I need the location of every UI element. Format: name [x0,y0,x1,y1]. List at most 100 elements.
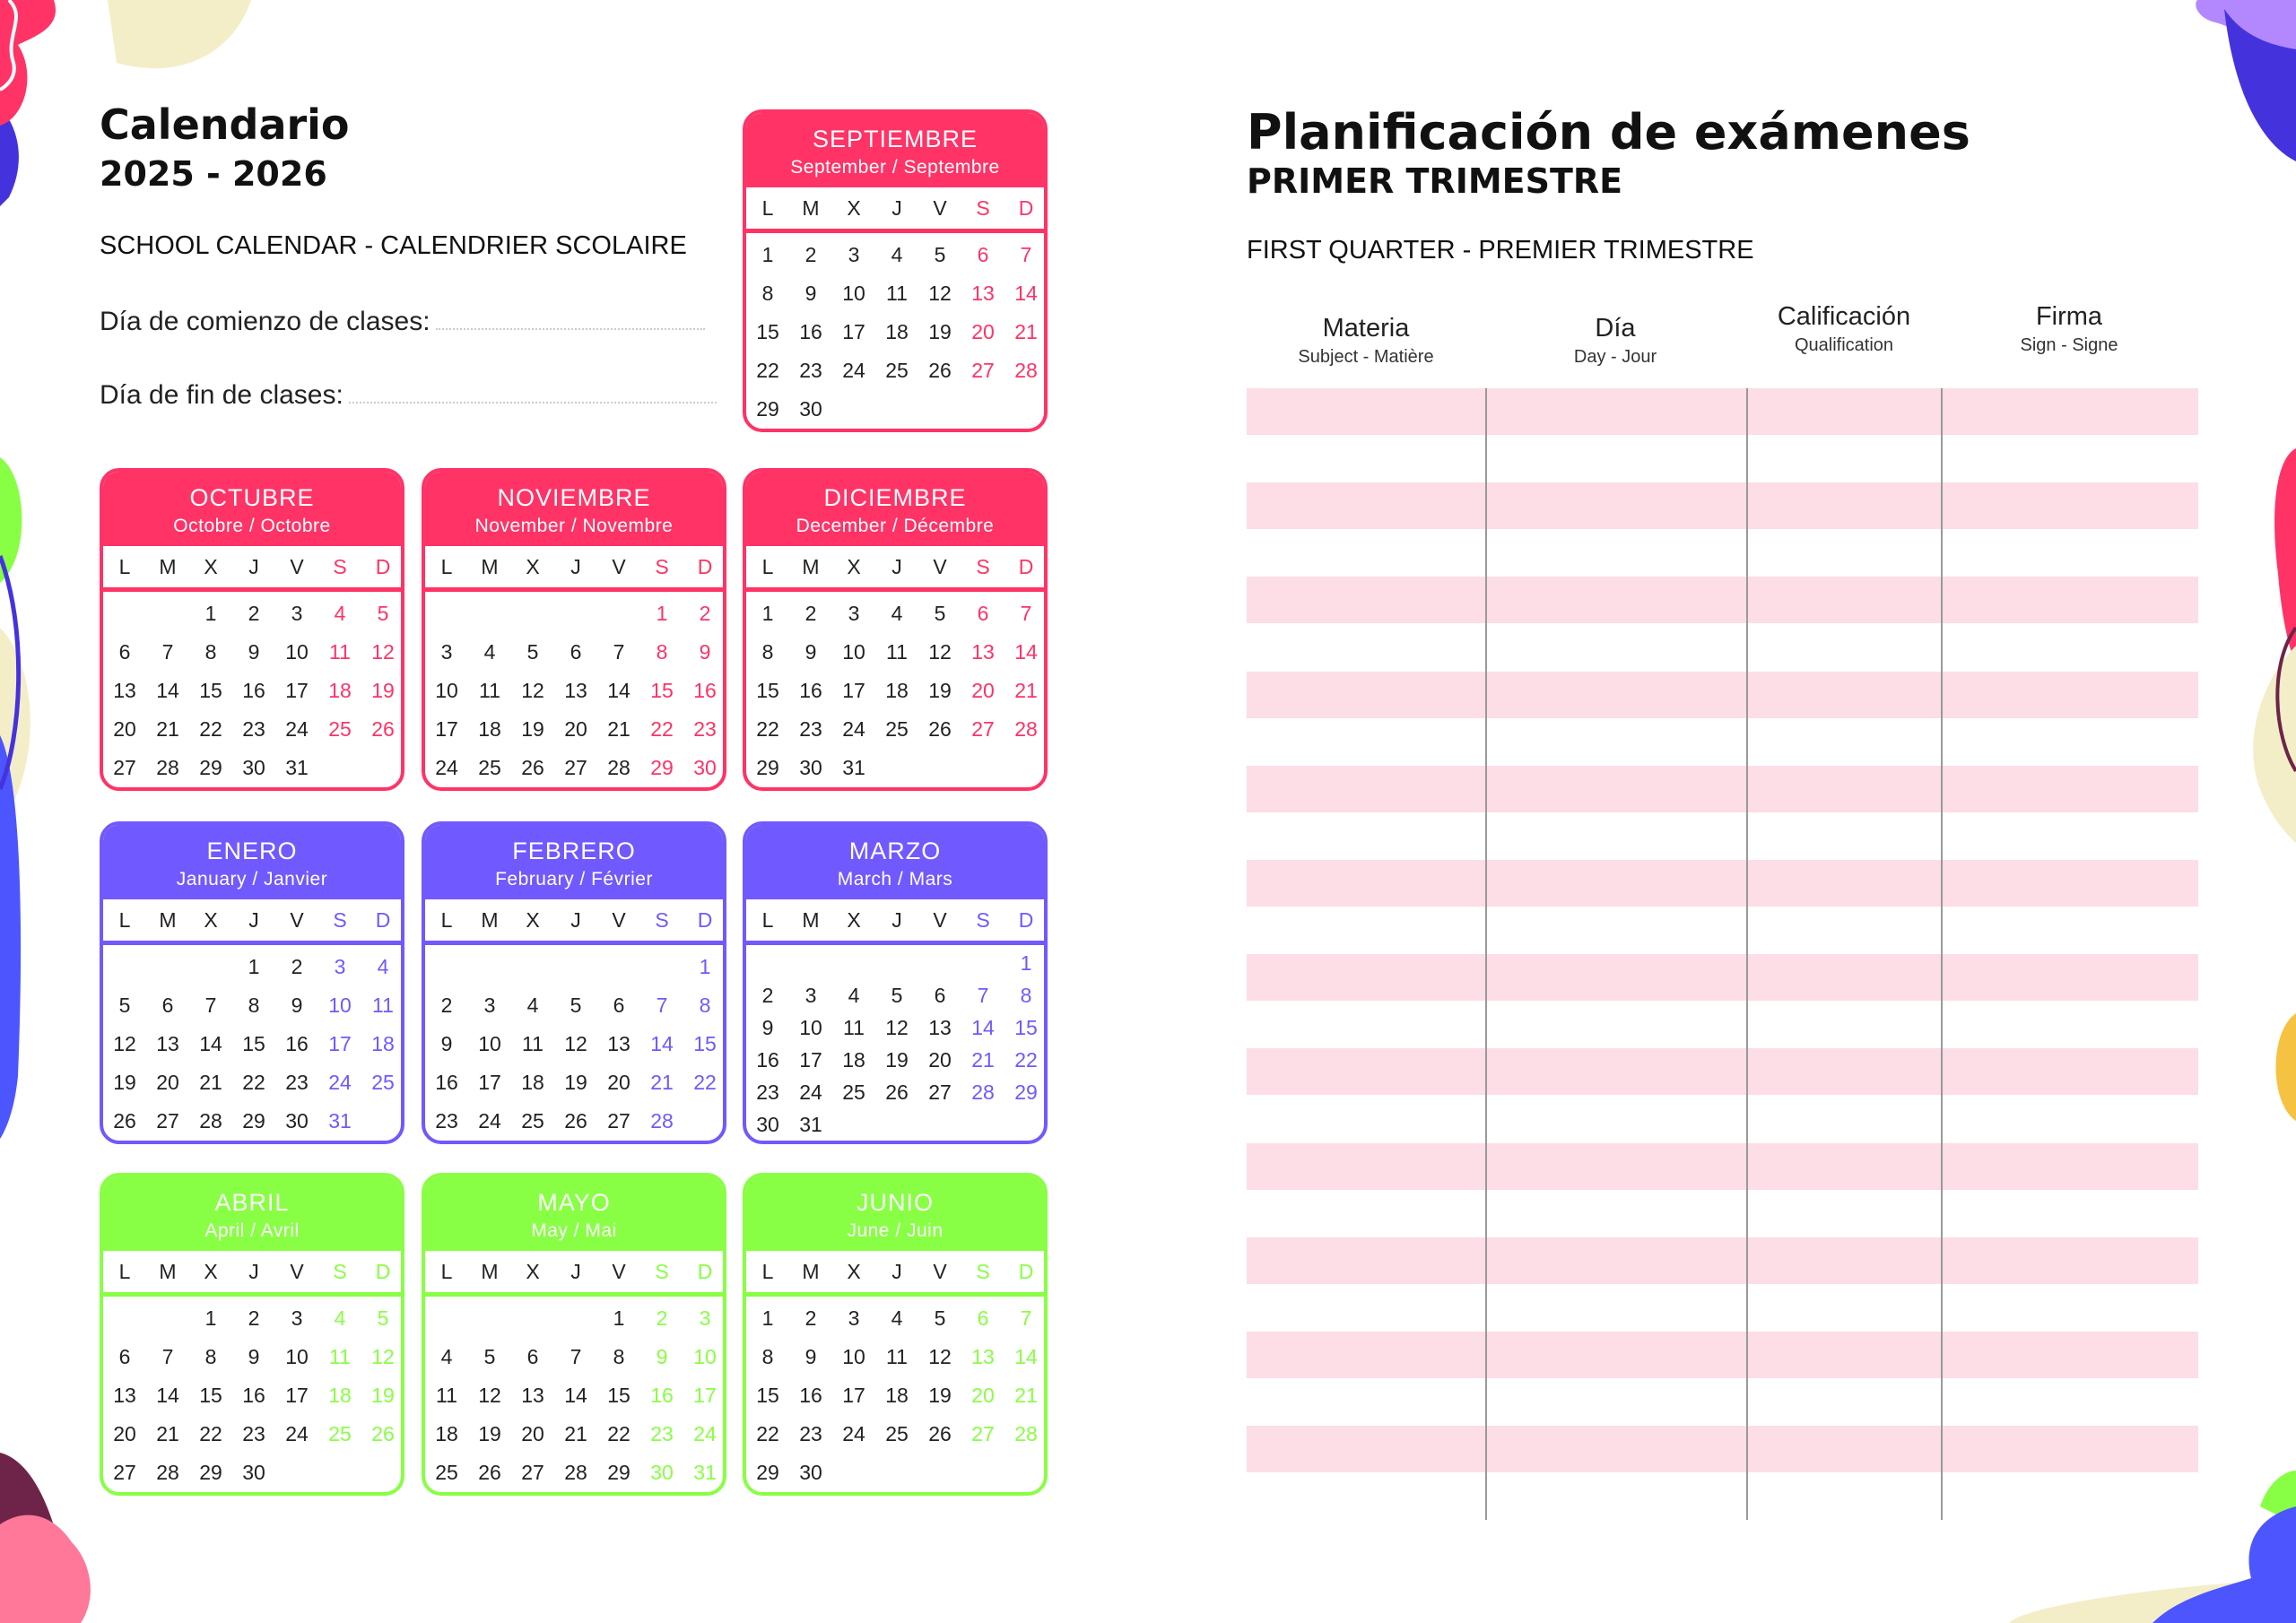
day-cell[interactable]: 13 [971,640,995,664]
day-cell[interactable]: 4 [483,640,496,664]
day-cell[interactable]: 25 [371,1071,395,1094]
day-cell[interactable]: 7 [1020,1306,1032,1330]
day-cell[interactable]: 6 [977,243,989,266]
day-cell[interactable]: 12 [928,282,952,305]
day-cell[interactable]: 27 [928,1080,952,1104]
day-cell[interactable]: 17 [842,320,865,343]
day-cell[interactable]: 6 [613,994,625,1017]
day-cell[interactable]: 8 [1020,984,1032,1008]
day-cell[interactable]: 28 [971,1080,995,1104]
day-cell[interactable]: 4 [377,955,389,978]
day-cell[interactable]: 27 [607,1109,631,1133]
day-cell[interactable]: 30 [756,1112,779,1136]
day-cell[interactable]: 5 [377,1306,389,1330]
day-cell[interactable]: 6 [526,1345,539,1368]
day-cell[interactable]: 15 [199,679,222,702]
day-cell[interactable]: 17 [285,679,309,702]
table-row[interactable] [1247,577,2198,624]
day-cell[interactable]: 23 [435,1109,458,1133]
day-cell[interactable]: 21 [607,717,631,741]
day-cell[interactable]: 23 [799,717,822,741]
day-cell[interactable]: 16 [242,1384,265,1407]
day-cell[interactable]: 13 [521,1384,544,1407]
day-cell[interactable]: 30 [799,397,822,421]
day-cell[interactable]: 6 [570,640,582,664]
day-cell[interactable]: 18 [842,1047,865,1072]
day-cell[interactable]: 26 [371,717,395,741]
day-cell[interactable]: 21 [1014,320,1038,343]
day-cell[interactable]: 16 [435,1071,458,1094]
day-cell[interactable]: 2 [291,955,303,978]
day-cell[interactable]: 29 [756,756,779,779]
day-cell[interactable]: 3 [699,1306,711,1330]
day-cell[interactable]: 9 [248,1345,260,1368]
day-cell[interactable]: 21 [156,717,179,741]
day-cell[interactable]: 10 [842,282,865,305]
day-cell[interactable]: 8 [204,640,217,664]
day-cell[interactable]: 2 [804,602,817,625]
day-cell[interactable]: 21 [564,1422,587,1445]
day-cell[interactable]: 3 [291,602,303,625]
day-cell[interactable]: 22 [756,359,779,382]
day-cell[interactable]: 29 [242,1109,265,1133]
day-cell[interactable]: 2 [804,243,817,266]
day-cell[interactable]: 9 [656,1345,668,1368]
day-cell[interactable]: 1 [761,1306,774,1330]
day-cell[interactable]: 20 [607,1071,631,1094]
day-cell[interactable]: 28 [156,756,179,779]
day-cell[interactable]: 23 [650,1422,674,1445]
day-cell[interactable]: 16 [756,1047,779,1072]
day-cell[interactable]: 8 [656,640,668,664]
day-cell[interactable]: 17 [328,1032,352,1055]
day-cell[interactable]: 14 [156,679,179,702]
day-cell[interactable]: 27 [113,756,136,779]
day-cell[interactable]: 9 [291,994,303,1017]
day-cell[interactable]: 11 [522,1032,544,1055]
day-cell[interactable]: 26 [928,717,952,741]
day-cell[interactable]: 22 [199,717,222,741]
day-cell[interactable]: 24 [285,717,309,741]
day-cell[interactable]: 29 [650,756,674,779]
day-cell[interactable]: 20 [113,1422,136,1445]
day-cell[interactable]: 19 [478,1422,501,1445]
day-cell[interactable]: 31 [842,756,865,779]
day-cell[interactable]: 16 [799,679,822,702]
table-row[interactable] [1247,671,2198,718]
day-cell[interactable]: 24 [328,1071,352,1094]
day-cell[interactable]: 28 [1014,717,1038,741]
day-cell[interactable]: 16 [650,1384,674,1407]
day-cell[interactable]: 2 [248,602,260,625]
day-cell[interactable]: 12 [478,1384,501,1407]
day-cell[interactable]: 23 [799,359,822,382]
day-cell[interactable]: 23 [285,1071,309,1094]
day-cell[interactable]: 1 [656,602,668,625]
day-cell[interactable]: 14 [1014,640,1038,664]
day-cell[interactable]: 9 [761,1016,774,1040]
day-cell[interactable]: 8 [613,1345,625,1368]
day-cell[interactable]: 4 [848,984,860,1008]
day-cell[interactable]: 16 [799,320,822,343]
day-cell[interactable]: 15 [199,1384,222,1407]
day-cell[interactable]: 13 [928,1016,952,1040]
day-cell[interactable]: 7 [1020,602,1032,625]
day-cell[interactable]: 20 [971,1384,995,1407]
day-cell[interactable]: 19 [928,320,952,343]
day-cell[interactable]: 27 [971,717,995,741]
day-cell[interactable]: 31 [693,1461,717,1484]
day-cell[interactable]: 30 [285,1109,309,1133]
day-cell[interactable]: 29 [1014,1080,1038,1104]
day-cell[interactable]: 25 [435,1461,458,1484]
day-cell[interactable]: 3 [804,984,817,1008]
day-cell[interactable]: 9 [440,1032,453,1055]
day-cell[interactable]: 14 [199,1032,222,1055]
day-cell[interactable]: 5 [526,640,539,664]
day-cell[interactable]: 7 [204,994,217,1017]
day-cell[interactable]: 14 [156,1384,179,1407]
day-cell[interactable]: 18 [328,679,352,702]
day-cell[interactable]: 3 [291,1306,303,1330]
day-cell[interactable]: 13 [971,1345,995,1368]
day-cell[interactable]: 3 [848,602,860,625]
day-cell[interactable]: 25 [521,1109,544,1133]
day-cell[interactable]: 20 [928,1047,952,1072]
day-cell[interactable]: 17 [435,717,458,741]
